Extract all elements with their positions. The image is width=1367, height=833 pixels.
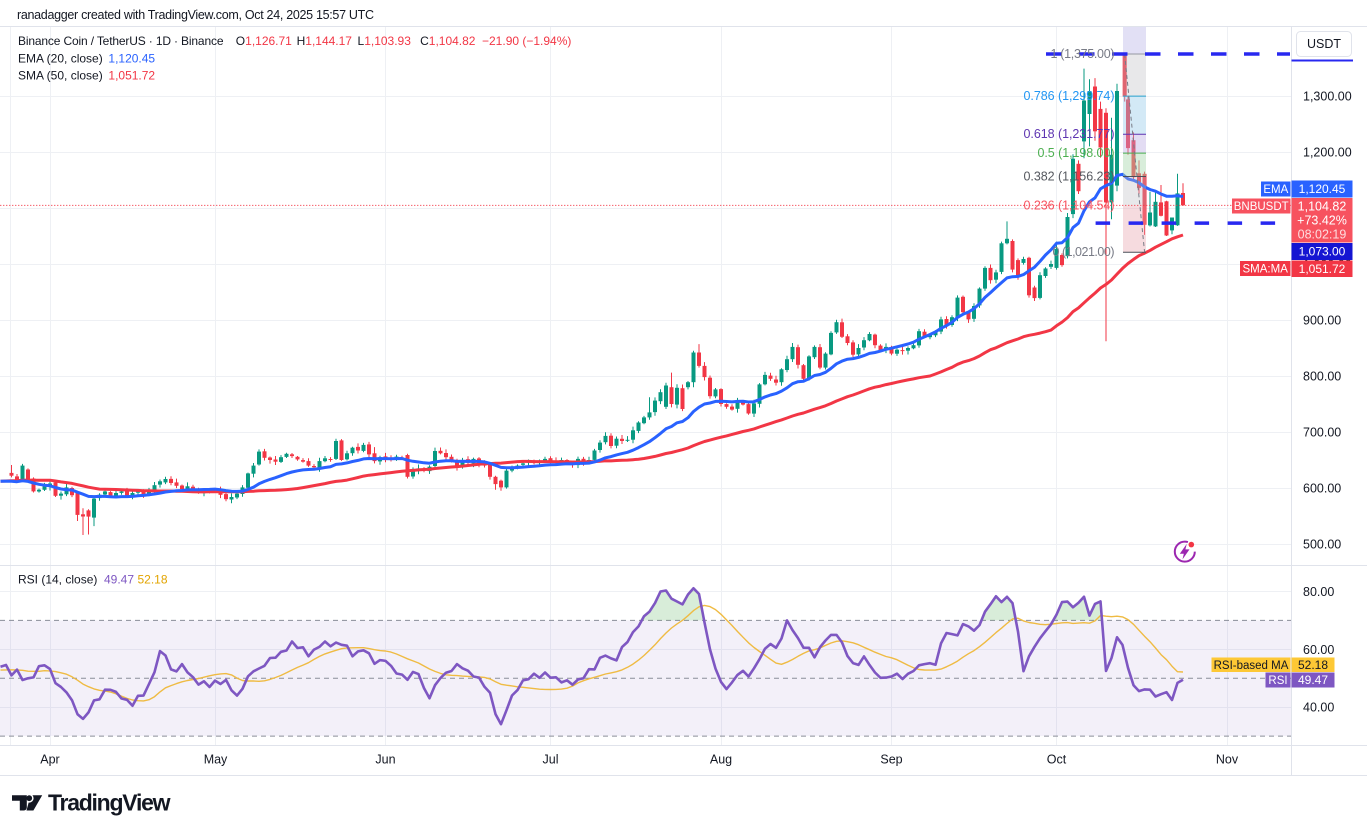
svg-text:0.382 (1,156.23): 0.382 (1,156.23) [1024,170,1115,184]
svg-text:USDT: USDT [1307,37,1341,51]
svg-text:1,120.45: 1,120.45 [1299,182,1346,196]
svg-text:Nov: Nov [1216,753,1239,767]
svg-text:900.00: 900.00 [1303,314,1341,328]
svg-text:1,051.72: 1,051.72 [1299,262,1346,276]
svg-text:0.5 (1,198.00): 0.5 (1,198.00) [1038,146,1115,160]
svg-text:0.618 (1,231.77): 0.618 (1,231.77) [1024,127,1115,141]
svg-text:0.236 (1,104.54): 0.236 (1,104.54) [1024,199,1115,213]
svg-text:C1,104.82: C1,104.82 [420,34,476,48]
svg-text:700.00: 700.00 [1303,426,1341,440]
svg-text:08:02:19: 08:02:19 [1298,228,1347,242]
svg-text:1,120.45: 1,120.45 [108,52,155,66]
svg-text:49.47: 49.47 [1298,673,1328,687]
svg-text:+73.42%: +73.42% [1297,214,1347,228]
svg-text:1,073.00: 1,073.00 [1299,245,1346,259]
svg-text:Sep: Sep [880,753,902,767]
svg-text:1,200.00: 1,200.00 [1303,146,1352,160]
svg-text:Jul: Jul [543,753,559,767]
svg-text:TradingView: TradingView [48,790,171,816]
svg-text:Apr: Apr [40,753,59,767]
svg-text:Binance Coin / TetherUS · 1D ·: Binance Coin / TetherUS · 1D · Binance [18,34,224,48]
svg-text:RSI (14, close): RSI (14, close) [18,573,97,587]
svg-text:−21.90 (−1.94%): −21.90 (−1.94%) [482,34,571,48]
svg-text:May: May [204,753,228,767]
svg-text:SMA:MA: SMA:MA [1243,264,1289,276]
svg-text:1,104.82: 1,104.82 [1298,200,1347,214]
svg-text:EMA: EMA [1263,184,1288,196]
svg-text:Aug: Aug [710,753,732,767]
svg-text:SMA (50, close): SMA (50, close) [18,69,103,83]
svg-text:60.00: 60.00 [1303,643,1334,657]
svg-text:80.00: 80.00 [1303,585,1334,599]
svg-text:L1,103.93: L1,103.93 [358,34,412,48]
svg-text:RSI: RSI [1268,675,1287,687]
svg-text:800.00: 800.00 [1303,370,1341,384]
svg-text:0 (1,021.00): 0 (1,021.00) [1053,245,1115,259]
svg-text:52.18: 52.18 [138,573,168,587]
svg-text:49.47: 49.47 [104,573,134,587]
svg-text:40.00: 40.00 [1303,701,1334,715]
svg-text:RSI-based MA: RSI-based MA [1214,660,1289,672]
svg-text:600.00: 600.00 [1303,482,1341,496]
svg-text:1,300.00: 1,300.00 [1303,90,1352,104]
svg-text:Oct: Oct [1047,753,1067,767]
svg-text:BNBUSDT: BNBUSDT [1234,201,1289,213]
svg-text:52.18: 52.18 [1298,658,1328,672]
svg-text:EMA (20, close): EMA (20, close) [18,52,103,66]
svg-text:Jun: Jun [375,753,395,767]
svg-text:O1,126.71: O1,126.71 [236,34,292,48]
svg-text:500.00: 500.00 [1303,538,1341,552]
svg-text:0.786 (1,299.74): 0.786 (1,299.74) [1024,89,1115,103]
svg-text:ranadagger created with Tradin: ranadagger created with TradingView.com,… [17,8,374,22]
svg-text:H1,144.17: H1,144.17 [297,34,353,48]
svg-text:1,051.72: 1,051.72 [108,69,155,83]
svg-text:1 (1,375.00): 1 (1,375.00) [1051,47,1115,61]
